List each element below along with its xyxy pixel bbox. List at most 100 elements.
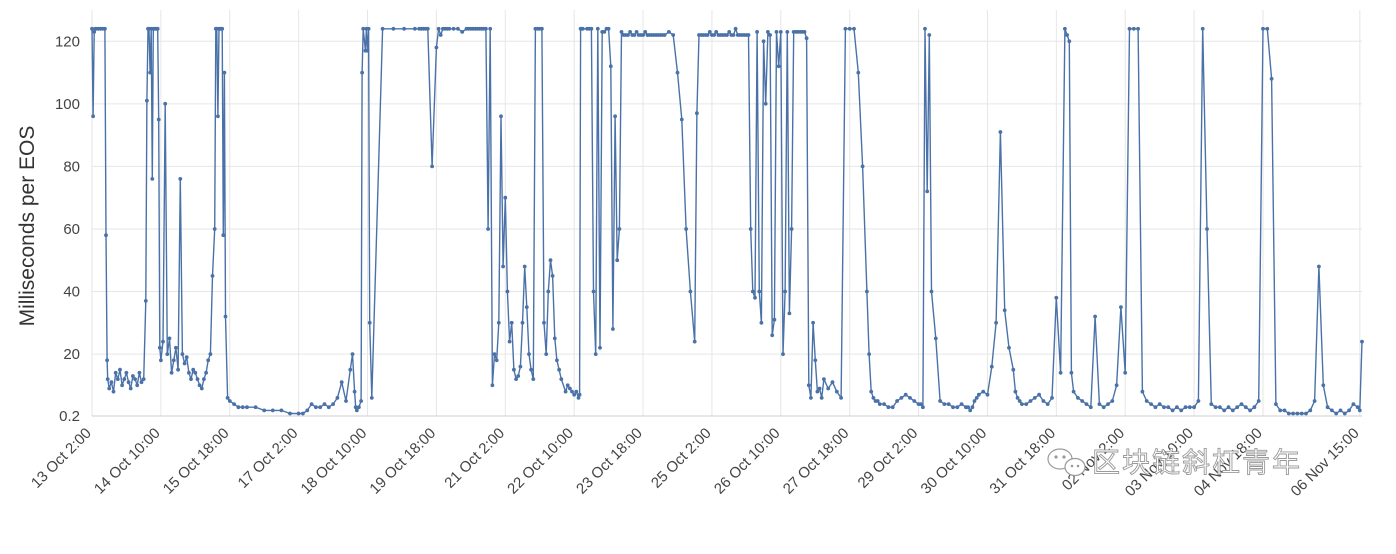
y-tick-label: 80 [63,158,80,175]
data-point [576,396,581,400]
data-point [611,327,615,331]
data-point [1149,402,1153,406]
data-point [505,289,510,294]
data-point [456,26,460,31]
data-point [813,358,818,363]
data-point [688,289,693,294]
data-point [361,26,366,31]
data-point [757,289,762,294]
data-point [496,320,501,325]
data-point [1261,26,1265,31]
x-tick-label: 23 Oct 18:00 [573,425,646,498]
data-point [759,320,764,325]
data-point [240,405,245,410]
data-point [1282,408,1287,413]
data-point [193,370,198,375]
data-point [1015,396,1020,400]
data-point [1269,76,1274,81]
data-point [503,195,508,200]
data-point [139,380,144,385]
data-point [1131,26,1136,31]
data-point [279,408,284,413]
data-point [488,26,493,31]
data-point [180,352,185,356]
data-point [1123,370,1128,375]
data-point [512,367,516,372]
data-point [557,367,561,372]
data-point [514,377,518,381]
data-point [524,305,529,309]
data-point [150,177,155,181]
data-point [367,320,372,325]
data-point [115,377,120,381]
data-point [339,380,344,385]
data-point [559,377,564,381]
data-point [989,364,994,369]
data-point [714,30,719,34]
data-point [529,367,533,372]
data-point [484,26,488,31]
y-tick-label: 60 [63,221,80,238]
data-point [1063,26,1067,31]
data-point [1338,408,1343,413]
data-point [348,367,353,372]
data-point [819,396,824,400]
data-point [105,358,109,363]
data-point [133,377,138,381]
data-point [520,320,525,325]
data-point [1256,399,1261,403]
watermark: 区块链斜杠青年 [1047,446,1300,479]
wechat-icon [1047,448,1086,477]
data-point [1334,411,1339,416]
data-point [890,405,895,410]
data-point [882,402,886,406]
data-point [781,352,785,356]
data-point [1265,26,1270,31]
data-point [92,30,97,34]
data-point [608,64,613,69]
data-point [288,411,292,416]
data-point [852,26,856,31]
data-point [126,380,131,385]
data-point [167,336,172,341]
data-point [970,405,975,410]
data-point [1347,408,1351,413]
data-point [929,289,934,294]
data-point [1058,370,1063,375]
data-point [366,26,371,31]
data-point [679,117,684,122]
data-point [137,370,142,375]
data-point [434,45,439,50]
data-point [755,30,759,34]
data-point [220,26,225,31]
data-point [492,352,497,356]
data-point [593,352,598,356]
data-point [774,30,779,34]
x-tick-label: 17 Oct 2:00 [235,425,302,492]
data-point [326,405,331,410]
data-point [1274,402,1278,406]
data-point [296,411,301,416]
data-point [1252,405,1257,410]
data-point [570,389,574,394]
data-point [1312,399,1317,403]
data-point [1170,408,1175,413]
data-point [923,26,927,31]
data-point [606,26,611,31]
data-point [191,367,196,372]
data-point [746,33,751,37]
data-point [1218,405,1222,410]
data-point [613,114,617,119]
data-point [811,320,815,325]
data-point [626,33,630,37]
data-point [1321,383,1326,388]
data-point [451,26,456,31]
data-point [1278,408,1283,413]
data-point [634,30,639,34]
data-point [1330,408,1334,413]
data-point [1286,411,1291,416]
data-point [1071,389,1076,394]
data-point [933,336,938,341]
data-point [331,402,335,406]
data-point [1183,405,1188,410]
